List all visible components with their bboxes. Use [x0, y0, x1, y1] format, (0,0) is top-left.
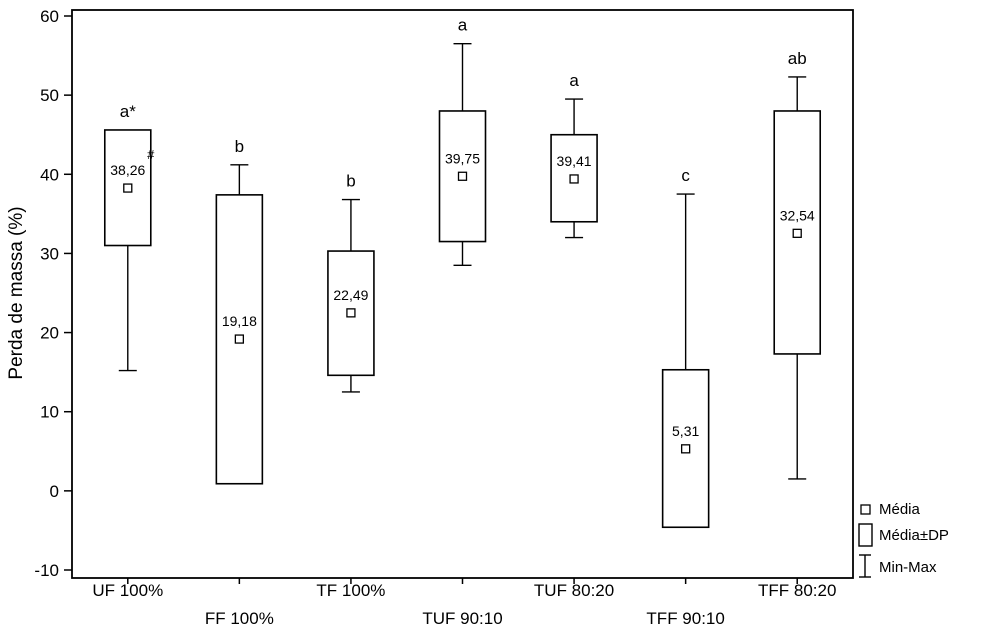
y-tick-label: -10	[34, 561, 59, 580]
mean-marker	[569, 174, 579, 184]
y-tick-label: 0	[50, 482, 59, 501]
mean-value-label: 39,41	[557, 153, 592, 169]
mean-marker	[123, 183, 133, 193]
mean-value-label: 39,75	[445, 150, 480, 166]
mean-value-label: 38,26	[110, 162, 145, 178]
y-tick-label: 40	[40, 165, 59, 184]
mean-value-label: 32,54	[780, 207, 815, 223]
box-whisker-group: 19,18 b FF 100%	[205, 137, 274, 628]
legend-box-label: Média±DP	[879, 527, 949, 544]
significance-letter: ab	[788, 49, 807, 68]
y-axis-title: Perda de massa (%)	[6, 206, 27, 379]
box-whisker-group: 5,31 c TFF 90:10	[646, 166, 724, 628]
significance-letter: c	[681, 166, 690, 185]
mean-marker	[457, 171, 468, 181]
legend-box-icon	[858, 523, 873, 547]
mean-marker	[234, 334, 245, 344]
legend-mean-icon	[860, 504, 871, 515]
significance-letter: b	[235, 137, 244, 156]
mean-marker	[346, 308, 356, 318]
legend: Média Média±DP Min-Max	[858, 501, 949, 578]
y-tick-label: 30	[40, 244, 59, 263]
y-tick-label: 20	[40, 324, 59, 343]
y-tick-label: 50	[40, 86, 59, 105]
legend-mean-label: Média	[879, 501, 921, 518]
significance-letter: a	[458, 16, 468, 35]
x-category-label: TUF 80:20	[534, 581, 614, 600]
box-whisker-group: 32,54 ab TFF 80:20	[758, 49, 836, 600]
significance-letter: b	[346, 172, 355, 191]
significance-letter: a	[569, 71, 579, 90]
box-whisker-group: 39,41 a TUF 80:20	[534, 71, 614, 600]
box-whisker-group: 38,26# a* UF 100%	[92, 102, 163, 600]
mean-marker	[680, 444, 691, 454]
box-whisker-group: 22,49 b TF 100%	[316, 172, 385, 600]
x-category-label: TUF 90:10	[422, 609, 502, 628]
x-category-label: TFF 80:20	[758, 581, 836, 600]
legend-minmax-label: Min-Max	[879, 559, 937, 576]
y-tick-label: 10	[40, 403, 59, 422]
mean-value-label: 5,31	[672, 423, 699, 439]
x-category-label: TF 100%	[316, 581, 385, 600]
x-category-label: FF 100%	[205, 609, 274, 628]
y-tick-label: 60	[40, 7, 59, 26]
significance-letter: a*	[120, 102, 136, 121]
box-whisker-group: 39,75 a TUF 90:10	[422, 16, 502, 628]
mean-marker	[792, 228, 802, 238]
x-category-label: TFF 90:10	[646, 609, 724, 628]
hash-annotation: #	[147, 147, 155, 162]
x-category-label: UF 100%	[92, 581, 163, 600]
mean-value-label: 19,18	[222, 313, 257, 329]
mean-value-label: 22,49	[333, 287, 368, 303]
